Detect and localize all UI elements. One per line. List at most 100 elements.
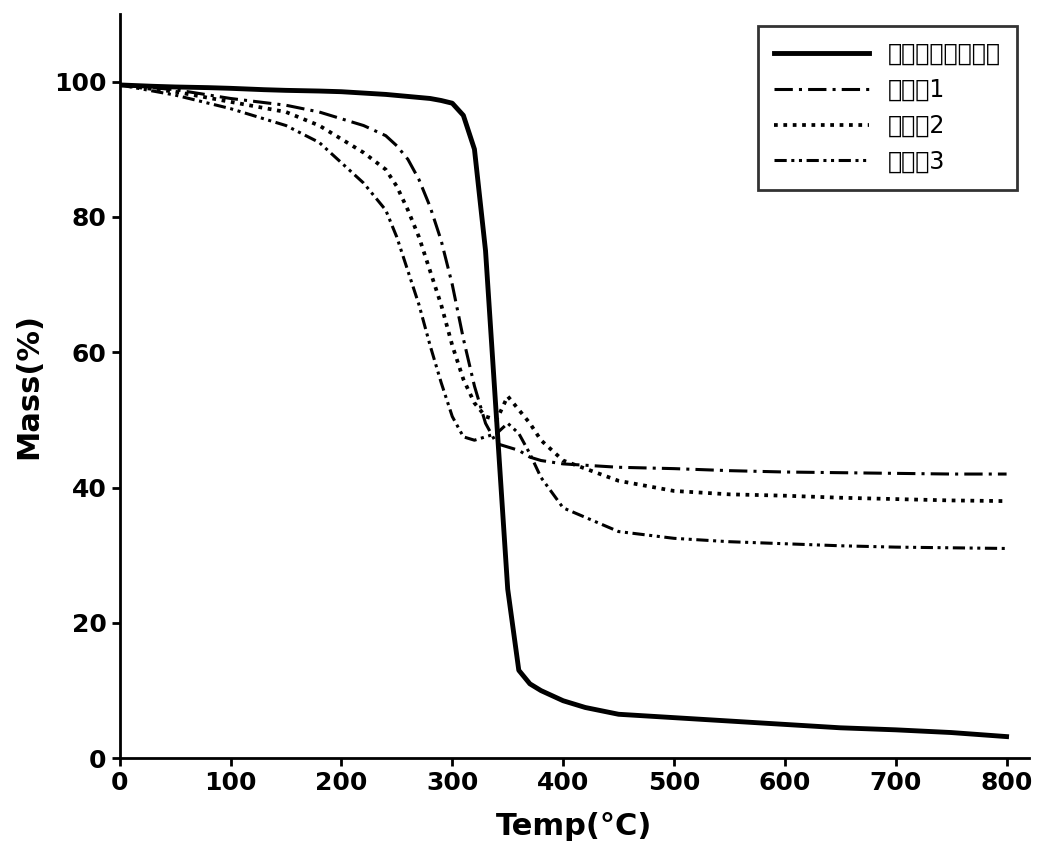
实施例2: [358, 147, 370, 157]
实施例3: [834, 540, 847, 551]
实施例3: [523, 449, 536, 459]
实施例1: [945, 469, 958, 479]
未改性微晶纤维素: [113, 80, 126, 90]
实施例1: [490, 439, 502, 449]
未改性微晶纤维素: [535, 686, 548, 696]
实施例1: [113, 80, 126, 90]
未改性微晶纤维素: [257, 85, 270, 95]
实施例3: [468, 435, 480, 445]
实施例3: [723, 537, 735, 547]
未改性微晶纤维素: [501, 584, 514, 594]
未改性微晶纤维素: [945, 728, 958, 738]
实施例1: [501, 442, 514, 452]
实施例1: [523, 452, 536, 463]
实施例2: [446, 340, 458, 351]
未改性微晶纤维素: [169, 82, 181, 92]
实施例3: [945, 543, 958, 553]
实施例2: [313, 121, 325, 131]
实施例3: [501, 418, 514, 428]
实施例1: [890, 469, 902, 479]
实施例3: [668, 534, 681, 544]
未改性微晶纤维素: [313, 86, 325, 96]
实施例2: [113, 80, 126, 90]
实施例3: [402, 266, 414, 276]
实施例2: [435, 300, 448, 310]
实施例1: [557, 459, 570, 469]
实施例1: [169, 85, 181, 95]
未改性微晶纤维素: [468, 144, 480, 155]
实施例2: [535, 435, 548, 445]
实施例1: [723, 465, 735, 475]
实施例3: [446, 411, 458, 422]
实施例2: [224, 97, 237, 107]
实施例3: [280, 121, 293, 131]
Y-axis label: Mass(%): Mass(%): [14, 313, 43, 459]
实施例1: [613, 463, 625, 473]
未改性微晶纤维素: [335, 86, 347, 97]
实施例1: [479, 418, 492, 428]
实施例3: [513, 428, 526, 439]
实施例2: [945, 495, 958, 505]
实施例3: [113, 80, 126, 90]
实施例1: [446, 280, 458, 290]
实施例3: [358, 178, 370, 188]
未改性微晶纤维素: [778, 719, 791, 729]
Line: 实施例3: 实施例3: [120, 85, 1007, 548]
实施例1: [390, 141, 403, 151]
未改性微晶纤维素: [890, 725, 902, 735]
Line: 实施例1: 实施例1: [120, 85, 1007, 474]
实施例1: [358, 121, 370, 131]
实施例1: [424, 202, 436, 212]
实施例3: [490, 428, 502, 439]
实施例3: [1001, 543, 1013, 553]
实施例2: [390, 181, 403, 192]
未改性微晶纤维素: [380, 89, 392, 99]
实施例3: [890, 542, 902, 552]
未改性微晶纤维素: [613, 709, 625, 719]
实施例2: [457, 374, 470, 385]
未改性微晶纤维素: [513, 665, 526, 675]
Legend: 未改性微晶纤维素, 实施例1, 实施例2, 实施例3: 未改性微晶纤维素, 实施例1, 实施例2, 实施例3: [757, 26, 1016, 190]
实施例2: [402, 205, 414, 215]
实施例3: [335, 157, 347, 168]
实施例3: [380, 205, 392, 215]
实施例3: [435, 378, 448, 388]
实施例3: [313, 138, 325, 148]
实施例3: [557, 503, 570, 513]
实施例2: [412, 232, 425, 242]
实施例1: [778, 467, 791, 477]
实施例1: [668, 463, 681, 474]
未改性微晶纤维素: [224, 83, 237, 93]
未改性微晶纤维素: [424, 93, 436, 103]
Line: 未改性微晶纤维素: 未改性微晶纤维素: [120, 85, 1007, 737]
实施例2: [380, 164, 392, 174]
实施例2: [490, 415, 502, 425]
未改性微晶纤维素: [435, 96, 448, 106]
实施例2: [668, 486, 681, 496]
未改性微晶纤维素: [457, 110, 470, 121]
实施例1: [468, 381, 480, 392]
实施例1: [335, 114, 347, 124]
实施例2: [1001, 496, 1013, 506]
实施例1: [412, 174, 425, 185]
未改性微晶纤维素: [402, 91, 414, 102]
实施例2: [557, 456, 570, 466]
实施例2: [169, 86, 181, 97]
实施例3: [613, 527, 625, 537]
实施例2: [479, 411, 492, 422]
实施例3: [778, 539, 791, 549]
实施例2: [778, 491, 791, 501]
实施例1: [380, 131, 392, 141]
实施例3: [457, 432, 470, 442]
实施例2: [890, 494, 902, 504]
实施例2: [513, 404, 526, 415]
实施例1: [834, 468, 847, 478]
实施例2: [468, 398, 480, 408]
实施例2: [723, 489, 735, 499]
实施例2: [613, 475, 625, 486]
未改性微晶纤维素: [147, 81, 159, 91]
实施例2: [280, 107, 293, 117]
实施例1: [457, 333, 470, 344]
X-axis label: Temp(°C): Temp(°C): [496, 812, 652, 841]
未改性微晶纤维素: [557, 696, 570, 706]
